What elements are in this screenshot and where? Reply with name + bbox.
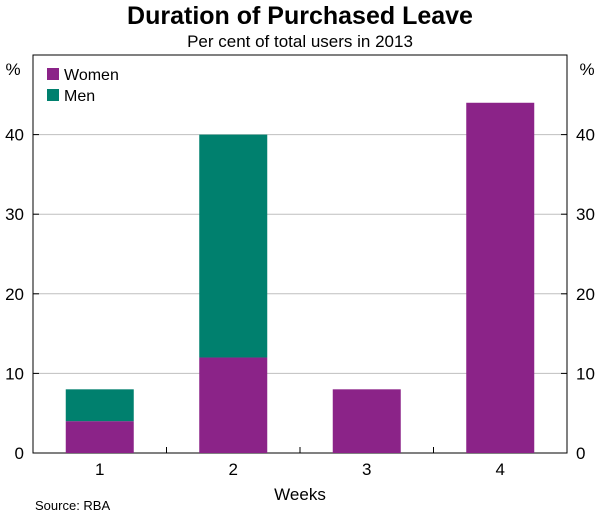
x-tick-label: 4 [496,460,505,479]
legend-label-women: Women [64,67,119,84]
y-tick-label-right: 40 [576,126,595,145]
y-tick-label-left: 20 [5,285,24,304]
y-tick-label-left: 10 [5,364,24,383]
legend-swatch-men [47,89,59,101]
y-tick-label-right: 0 [576,444,585,463]
y-tick-label-right: 10 [576,364,595,383]
bar-women-3 [332,389,401,453]
y-ticks: 0 0 10 10 20 20 30 30 40 40 [5,126,595,463]
legend-label-men: Men [64,88,95,105]
legend-swatch-women [47,68,59,80]
x-ticks: 1 2 3 4 [95,447,505,479]
y-unit-right: % [579,60,594,79]
bar-women-1 [65,421,134,453]
x-axis-title: Weeks [274,485,326,504]
y-tick-label-right: 20 [576,285,595,304]
bars [65,102,535,453]
legend: Women Men [47,67,119,105]
chart-subtitle: Per cent of total users in 2013 [187,32,413,51]
y-tick-label-left: 30 [5,205,24,224]
x-tick-label: 1 [95,460,104,479]
y-tick-label-left: 40 [5,126,24,145]
x-tick-label: 2 [229,460,238,479]
y-unit-left: % [5,60,20,79]
chart-title: Duration of Purchased Leave [127,2,473,30]
bar-women-4 [466,102,535,453]
x-tick-label: 3 [362,460,371,479]
bar-women-2 [199,357,268,453]
bar-men-1 [65,389,134,422]
bar-men-2 [199,134,268,358]
y-tick-label-right: 30 [576,205,595,224]
source-note: Source: RBA [35,498,110,513]
y-tick-label-left: 0 [15,444,24,463]
